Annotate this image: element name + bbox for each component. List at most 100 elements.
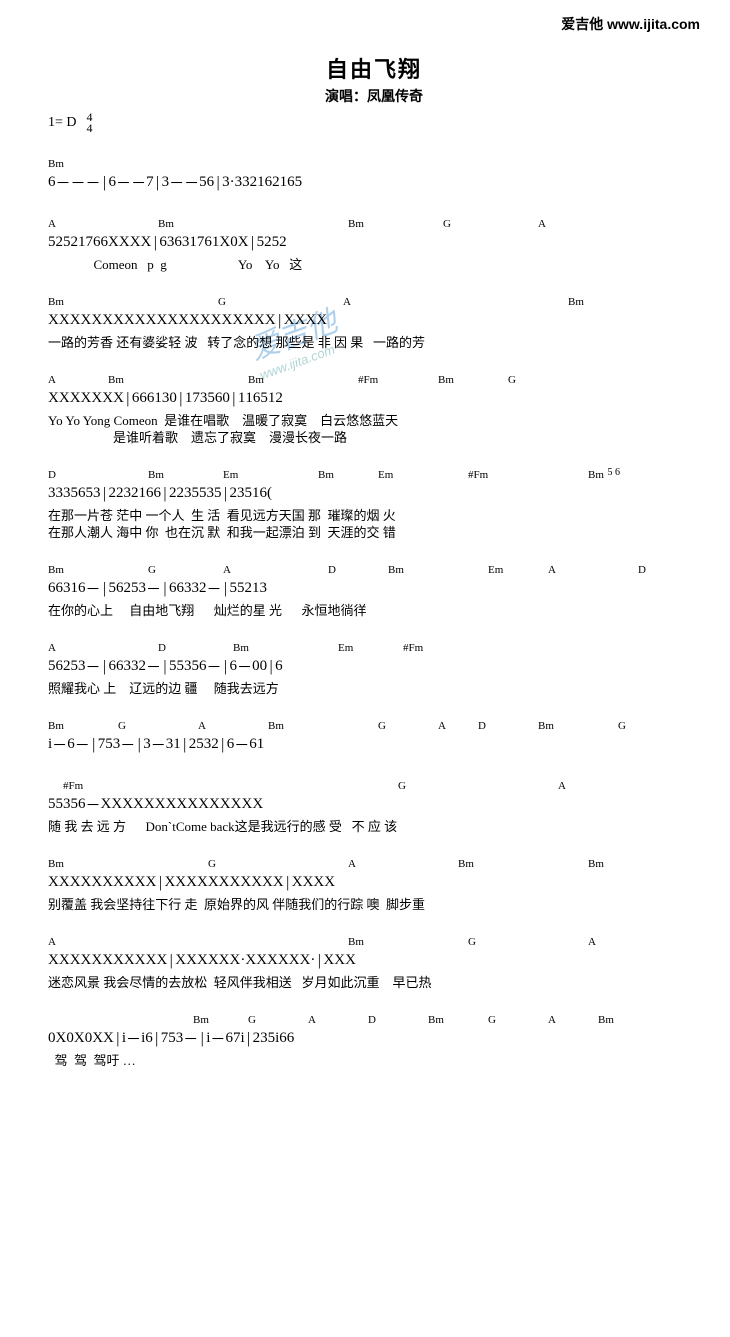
chord-label: Bm [428,1014,444,1026]
note-group: X [74,1030,85,1047]
note-group: 6 [227,736,235,753]
grace-notes: 5 6 [608,467,621,478]
barline: | [101,580,109,598]
note-group: X [102,312,113,329]
note-group: 6 [199,658,207,675]
note-group: － [169,172,184,193]
note-group: 2 [63,658,71,675]
note-group: 2 [116,485,124,502]
chord-label: Bm [108,374,124,386]
note-group: X [102,874,113,891]
chord-label: Bm [588,858,604,870]
chord-row: ADBmEm#Fm [48,642,700,656]
note-group: 6 [132,390,140,407]
chord-label: Bm [318,469,334,481]
note-group: X [313,874,324,891]
note-group: － [126,1028,141,1049]
chord-label: A [558,780,566,792]
note-group: 6 [287,174,295,191]
note-group: 3 [131,658,139,675]
note-group: 2 [230,485,238,502]
note-group: X [175,952,186,969]
note-group: 2 [71,234,79,251]
ts-den: 4 [87,123,93,134]
note-group: X [230,952,241,969]
chord-row: Bm [48,158,700,172]
note-group: 2 [124,580,132,597]
note-group: 3 [184,580,192,597]
note-group: X [92,1030,103,1047]
note-group: 5 [192,485,200,502]
chord-label: Bm [268,720,284,732]
note-group: X [289,952,300,969]
note-group: 0 [222,390,230,407]
barline: | [276,312,284,330]
note-group: 5 [260,390,268,407]
chord-label: #Fm [358,374,378,386]
note-group: － [234,734,249,755]
barline: | [151,234,159,252]
chord-label: Bm [438,374,454,386]
note-group: X [176,796,187,813]
chord-label: #Fm [468,469,488,481]
note-group: － [86,172,101,193]
note-group: 1 [238,390,246,407]
note-group: 1 [212,234,220,251]
note-group: X [155,796,166,813]
note-group: 6 [109,658,117,675]
barline: | [222,485,230,503]
note-group: 2 [272,174,280,191]
barline: | [245,1030,253,1048]
note-group: X [70,312,81,329]
note-group: 7 [233,1030,241,1047]
note-group: － [86,656,101,677]
key-text: 1= D [48,115,77,131]
note-group: X [345,952,356,969]
note-group: 2 [109,485,117,502]
note-group: 2 [139,658,147,675]
note-group: X [189,312,200,329]
note-row: X X X X X X X X X X X X X X X X X X X X … [48,310,700,332]
note-row: 0 X 0 X 0 X X | i － i 6 | 7 5 3 － | i － … [48,1028,700,1050]
note-group: 2 [56,234,64,251]
note-group: 2 [199,580,207,597]
note-group: － [146,578,161,599]
score-line: BmGADBmEmAD6 6 3 1 6 － | 5 6 2 5 3 － | 6… [48,564,700,618]
note-group: － [131,172,146,193]
note-group: 6 [56,658,64,675]
note-group: 5 [131,580,139,597]
note-group: ( [267,485,272,502]
chord-label: G [118,720,126,732]
note-group: X [135,874,146,891]
lyric-row: 照耀我心 上 辽远的边 疆 随我去远方 [48,678,700,696]
note-group: X [267,952,278,969]
note-group: X [186,874,197,891]
note-group: X [146,874,157,891]
score-line: ADBmEm#Fm5 6 2 5 3 － | 6 6 3 3 2 － | 5 5… [48,642,700,696]
note-group: 0 [85,1030,93,1047]
note-group: 5 [177,658,185,675]
note-group: 0 [66,1030,74,1047]
lyric-row-2: 是谁听着歌 遗忘了寂寞 漫漫长夜一路 [48,427,700,445]
note-group: 5 [71,796,79,813]
note-group: 1 [245,390,253,407]
note-group: 2 [245,580,253,597]
note-group: 3 [48,485,56,502]
note-group: 2 [264,234,272,251]
note-group: 3 [260,1030,268,1047]
note-row: 3 3 3 5 6 5 3 | 2 2 3 2 1 6 6 | 2 2 3 5 … [48,483,700,505]
note-group: 5 [230,580,238,597]
score-line: Bm6 － － － | 6 － － 7 | 3 － － 5 6 | 3 · 3 … [48,158,700,194]
note-group: X [48,312,59,329]
chord-label: A [198,720,206,732]
note-group: X [81,952,92,969]
note-group: X [113,390,124,407]
note-group: 3 [162,390,170,407]
note-group: － [183,1028,198,1049]
note-group: X [124,874,135,891]
lyric-row: 在那一片苍 茫中 一个人 生 活 看见远方天国 那 璀璨的烟 火 [48,505,700,523]
note-group: 7 [192,390,200,407]
note-group: X [197,952,208,969]
chord-label: #Fm [403,642,423,654]
performer-name: 凤凰传奇 [367,90,423,105]
